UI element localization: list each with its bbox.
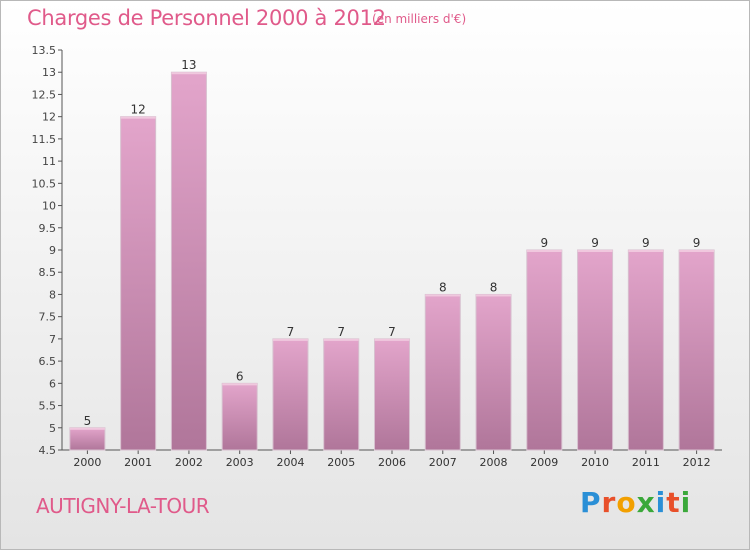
y-tick-label: 5.5 <box>39 400 57 413</box>
bar-value-label: 13 <box>181 58 196 72</box>
bar-top-edge <box>171 72 207 75</box>
bar-value-label: 12 <box>131 103 146 117</box>
y-tick-label: 7 <box>49 333 56 346</box>
bar-value-label: 7 <box>287 325 295 339</box>
bar-top-edge <box>577 250 613 252</box>
bar-value-label: 9 <box>693 236 701 250</box>
bar-top-edge <box>476 294 512 297</box>
bar <box>69 427 106 451</box>
x-tick-label: 2005 <box>327 456 355 469</box>
bar-top-edge <box>323 338 359 341</box>
bar <box>170 71 207 451</box>
bar-top-edge <box>222 383 258 386</box>
logo-letter: x <box>636 486 656 519</box>
bar-top-edge <box>679 250 715 252</box>
x-tick-label: 2004 <box>276 456 304 469</box>
logo-letter: i <box>680 486 692 519</box>
logo-letter: o <box>616 486 637 519</box>
y-tick-label: 10 <box>42 200 56 213</box>
bar <box>577 249 614 451</box>
bar-value-label: 9 <box>591 236 599 250</box>
x-tick-label: 2010 <box>581 456 609 469</box>
logo-letter: t <box>666 486 681 519</box>
x-tick-label: 2012 <box>683 456 711 469</box>
bar <box>221 382 258 451</box>
bar <box>424 293 461 451</box>
x-tick-label: 2006 <box>378 456 406 469</box>
bar <box>374 338 410 451</box>
bar-top-edge <box>374 338 410 341</box>
y-tick-label: 9 <box>49 244 56 257</box>
chart-title: Charges de Personnel 2000 à 2012 <box>27 6 386 30</box>
x-tick-label: 2011 <box>632 456 660 469</box>
x-tick-label: 2002 <box>175 456 203 469</box>
y-tick-label: 12 <box>42 111 56 124</box>
bar-top-edge <box>272 338 308 341</box>
bar-value-label: 7 <box>388 325 396 339</box>
y-tick-label: 13.5 <box>32 44 57 57</box>
bar <box>120 116 157 451</box>
bar <box>272 338 309 451</box>
bar-value-label: 5 <box>84 414 92 428</box>
y-tick-label: 8 <box>49 288 56 301</box>
proxiti-logo[interactable]: Proxiti <box>580 486 691 519</box>
y-tick-label: 10.5 <box>32 177 57 190</box>
logo-letter: r <box>601 486 617 519</box>
commune-name: AUTIGNY-LA-TOUR <box>36 494 210 518</box>
y-tick-label: 4.5 <box>39 444 57 457</box>
x-tick-label: 2008 <box>480 456 508 469</box>
bar <box>475 293 512 451</box>
bar <box>627 249 664 451</box>
logo-letter: i <box>655 486 667 519</box>
bar-value-label: 6 <box>236 369 244 383</box>
logo-letter: P <box>580 486 602 519</box>
x-tick-label: 2000 <box>73 456 101 469</box>
y-tick-label: 6 <box>49 377 56 390</box>
y-tick-label: 8.5 <box>39 266 57 279</box>
chart-subtitle: (en milliers d'€) <box>372 12 467 26</box>
x-tick-label: 2009 <box>530 456 558 469</box>
bar-top-edge <box>69 427 105 430</box>
y-tick-label: 12.5 <box>32 88 57 101</box>
y-tick-label: 6.5 <box>39 355 57 368</box>
bar <box>323 338 360 451</box>
y-tick-label: 7.5 <box>39 311 57 324</box>
y-tick-label: 11 <box>42 155 56 168</box>
bar-value-label: 7 <box>337 325 345 339</box>
bar-top-edge <box>526 250 562 252</box>
y-tick-label: 11.5 <box>32 133 57 146</box>
chart-bars <box>69 71 715 451</box>
bar-value-label: 8 <box>490 280 498 294</box>
x-tick-label: 2003 <box>226 456 254 469</box>
bar-top-edge <box>425 294 461 297</box>
bar <box>526 249 563 451</box>
x-tick-label: 2007 <box>429 456 457 469</box>
bar-top-edge <box>120 116 156 119</box>
bar-top-edge <box>628 250 664 252</box>
bar-value-label: 8 <box>439 280 447 294</box>
bar-value-label: 9 <box>540 236 548 250</box>
bar-value-label: 9 <box>642 236 650 250</box>
y-tick-label: 5 <box>49 422 56 435</box>
y-tick-label: 13 <box>42 66 56 79</box>
x-tick-label: 2001 <box>124 456 152 469</box>
y-tick-label: 9.5 <box>39 222 57 235</box>
chart-labels: 5 2000 12 2001 13 2002 6 2003 7 2004 7 2005 7 2006 8 20… <box>73 58 710 469</box>
bar <box>678 249 715 451</box>
